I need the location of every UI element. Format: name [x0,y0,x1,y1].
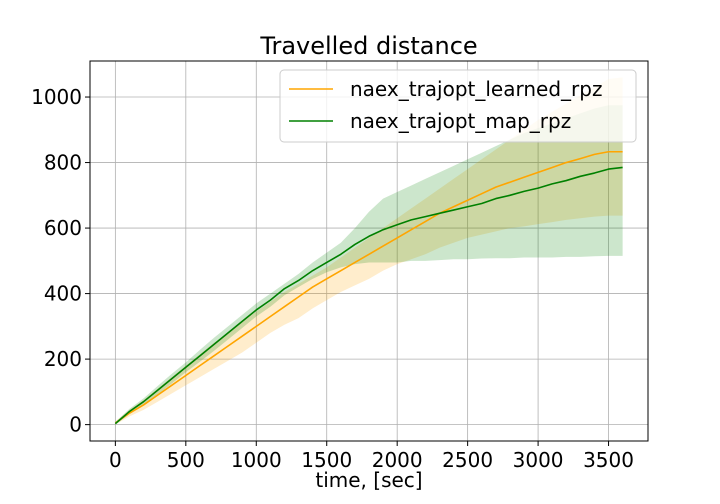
x-axis-ticks: 0 500 1000 1500 2000 2500 3000 3500 [109,441,634,472]
y-tick-label: 1000 [31,85,82,109]
legend-frame [279,69,637,143]
y-tick-label: 200 [44,347,82,371]
plot-frame [89,60,649,442]
band-learned [115,77,623,425]
confidence-bands [115,77,623,425]
x-tick-label: 3000 [513,448,564,472]
x-tick-label: 1500 [301,448,352,472]
x-tick-label: 1000 [231,448,282,472]
y-tick-label: 600 [44,216,82,240]
series-line-learned [114,150,623,424]
y-tick-label: 0 [69,413,82,437]
legend-label-learned: naex_trajopt_learned_rpz [350,77,602,101]
x-tick-label: 2000 [372,448,423,472]
series-line-map [114,166,623,425]
legend-label-map: naex_trajopt_map_rpz [350,109,571,133]
y-tick-label: 400 [44,282,82,306]
y-tick-label: 800 [44,151,82,175]
x-tick-label: 2500 [442,448,493,472]
y-axis-ticks: 0 200 400 600 800 1000 [31,85,90,437]
band-map [115,105,623,425]
chart-title: Travelled distance [259,32,477,60]
x-axis-label: time, [sec] [315,468,422,492]
series-lines [114,150,623,425]
x-tick-label: 500 [167,448,205,472]
x-tick-label: 3500 [583,448,634,472]
x-tick-label: 0 [109,448,122,472]
legend: naex_trajopt_learned_rpz naex_trajopt_ma… [279,69,637,143]
